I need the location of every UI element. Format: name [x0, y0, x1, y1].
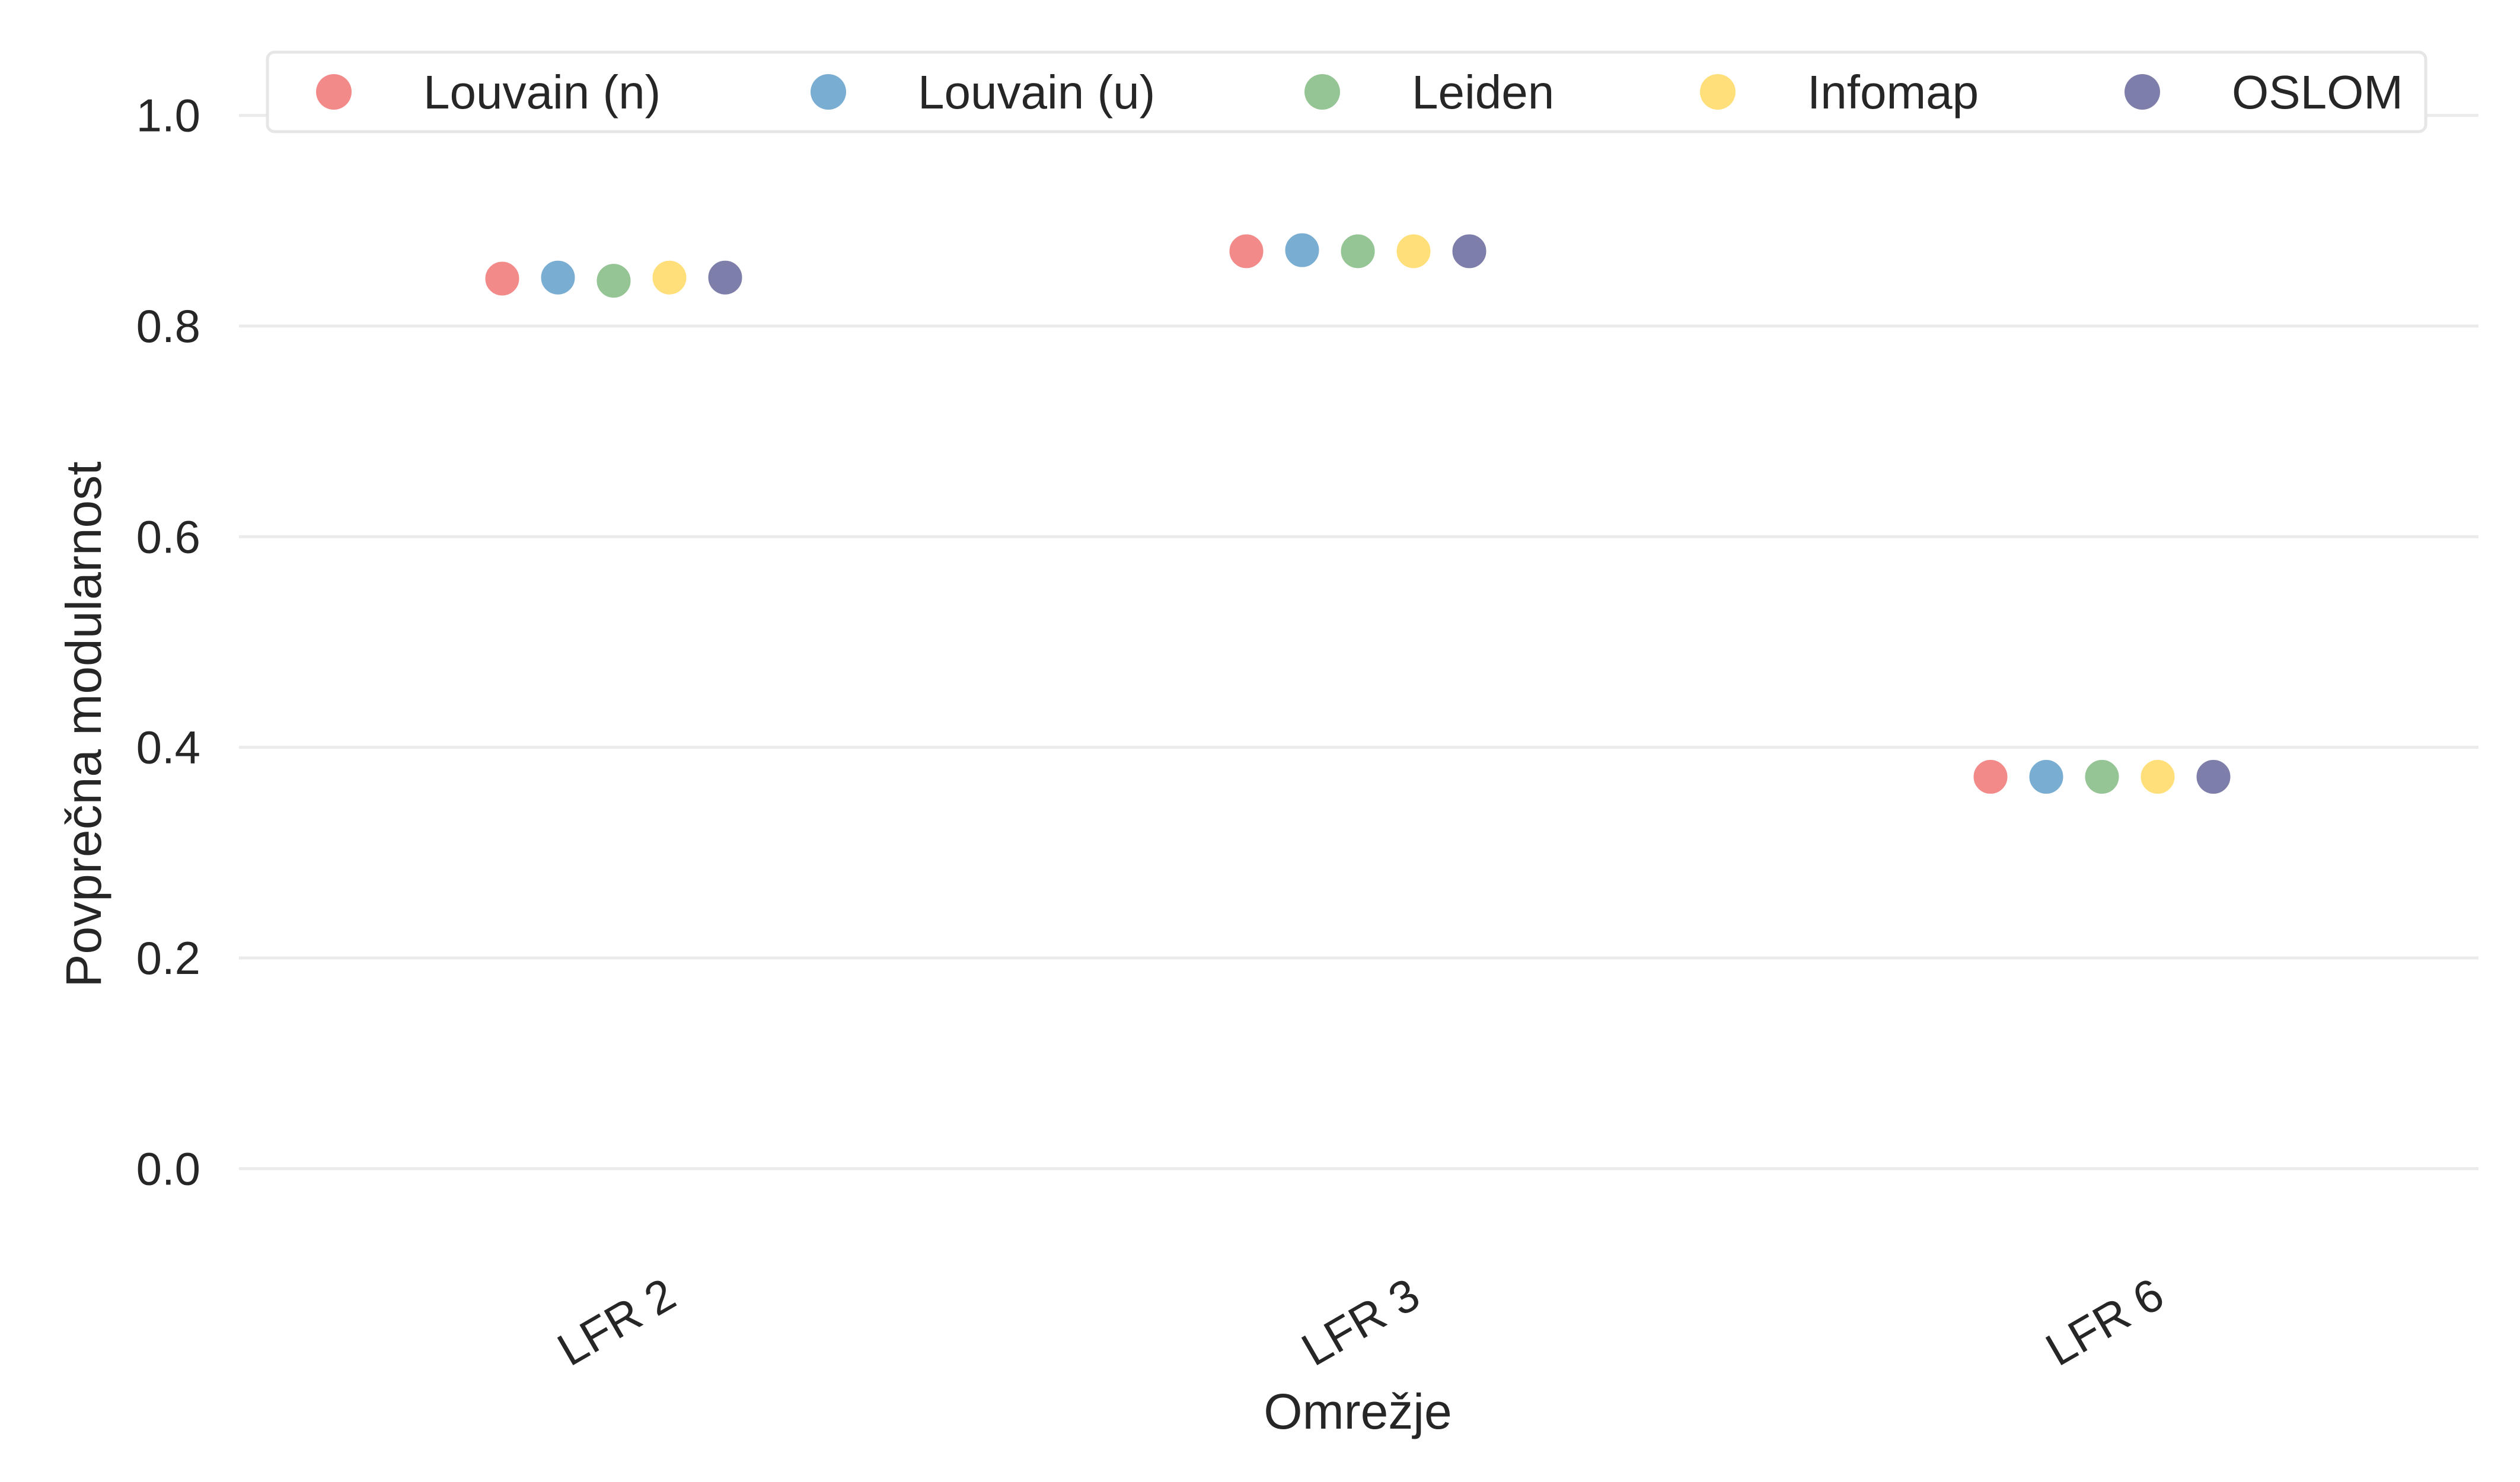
data-point [1395, 232, 1433, 270]
legend-marker [811, 74, 846, 110]
x-tick-label: LFR 3 [1293, 1268, 1428, 1376]
y-tick-label: 0.2 [136, 932, 200, 984]
x-tick-label: LFR 2 [549, 1268, 684, 1376]
y-axis-title: Povprečna modularnost [56, 461, 111, 987]
y-tick-label: 0.6 [136, 510, 200, 563]
data-point [2194, 758, 2232, 796]
data-point [483, 260, 521, 298]
data-point [1339, 232, 1377, 270]
legend-label: Leiden [1412, 66, 1554, 119]
legend-frame [266, 50, 2428, 133]
legend-label: Louvain (n) [423, 66, 661, 119]
data-point [1283, 231, 1321, 269]
data-point [2027, 758, 2065, 796]
y-tick-label: 0.8 [136, 300, 200, 352]
data-point [2083, 758, 2121, 796]
legend-label: Infomap [1807, 66, 1979, 119]
data-point [1227, 232, 1265, 270]
data-point [1972, 758, 2009, 796]
y-tick-labels: 0.0 0.2 0.4 0.6 0.8 1.0 [136, 90, 200, 1195]
y-tick-label: 0.0 [136, 1142, 200, 1194]
data-point [595, 262, 633, 300]
data-point [539, 258, 577, 296]
legend: Louvain (n) Louvain (u) Leiden Infomap OSLOM [266, 50, 2428, 133]
data-points [483, 231, 2232, 796]
y-tick-label: 0.4 [136, 721, 200, 774]
legend-label: OSLOM [2232, 66, 2403, 119]
data-point [2139, 758, 2177, 796]
y-tick-label: 1.0 [136, 90, 200, 142]
x-axis-title: Omrežje [1264, 1384, 1452, 1439]
legend-marker [1304, 74, 1340, 110]
x-tick-labels: LFR 2 LFR 3 LFR 6 [549, 1268, 2173, 1376]
x-tick-label: LFR 6 [2037, 1268, 2173, 1376]
data-point [650, 258, 688, 296]
legend-marker [1700, 74, 1736, 110]
legend-items: Louvain (n) Louvain (u) Leiden Infomap OSLOM [316, 66, 2403, 119]
legend-label: Louvain (u) [918, 66, 1155, 119]
legend-marker [2125, 74, 2160, 110]
data-point [706, 258, 744, 296]
legend-marker [316, 74, 352, 110]
data-point [1450, 232, 1488, 270]
